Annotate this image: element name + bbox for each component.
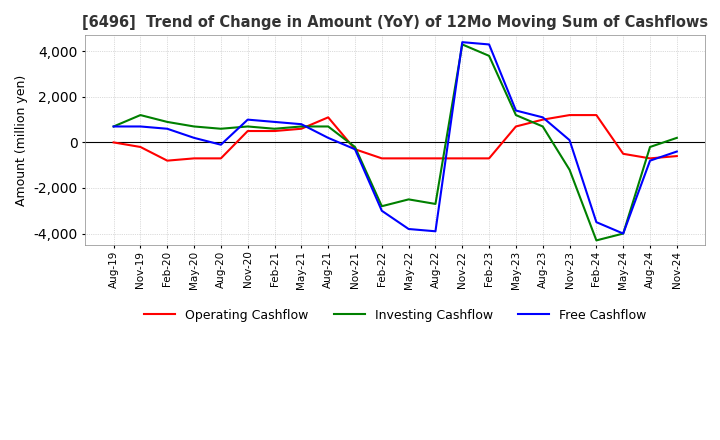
Operating Cashflow	[458, 156, 467, 161]
Operating Cashflow	[163, 158, 171, 163]
Investing Cashflow	[270, 126, 279, 132]
Free Cashflow	[163, 126, 171, 132]
Operating Cashflow	[619, 151, 628, 157]
Investing Cashflow	[672, 135, 681, 140]
Free Cashflow	[592, 220, 600, 225]
Free Cashflow	[619, 231, 628, 236]
Operating Cashflow	[136, 144, 145, 150]
Line: Operating Cashflow: Operating Cashflow	[114, 115, 677, 161]
Free Cashflow	[324, 135, 333, 140]
Free Cashflow	[646, 158, 654, 163]
Investing Cashflow	[539, 124, 547, 129]
Free Cashflow	[351, 147, 359, 152]
Operating Cashflow	[297, 126, 306, 132]
Operating Cashflow	[270, 128, 279, 134]
Free Cashflow	[217, 142, 225, 147]
Investing Cashflow	[405, 197, 413, 202]
Investing Cashflow	[136, 113, 145, 118]
Operating Cashflow	[431, 156, 440, 161]
Investing Cashflow	[351, 144, 359, 150]
Investing Cashflow	[163, 119, 171, 125]
Investing Cashflow	[377, 204, 386, 209]
Investing Cashflow	[190, 124, 199, 129]
Operating Cashflow	[324, 115, 333, 120]
Operating Cashflow	[485, 156, 493, 161]
Operating Cashflow	[405, 156, 413, 161]
Title: [6496]  Trend of Change in Amount (YoY) of 12Mo Moving Sum of Cashflows: [6496] Trend of Change in Amount (YoY) o…	[82, 15, 708, 30]
Investing Cashflow	[592, 238, 600, 243]
Free Cashflow	[458, 40, 467, 45]
Operating Cashflow	[190, 156, 199, 161]
Investing Cashflow	[458, 42, 467, 47]
Investing Cashflow	[109, 124, 118, 129]
Investing Cashflow	[565, 167, 574, 172]
Investing Cashflow	[431, 202, 440, 207]
Free Cashflow	[190, 135, 199, 140]
Investing Cashflow	[324, 124, 333, 129]
Free Cashflow	[565, 138, 574, 143]
Operating Cashflow	[377, 156, 386, 161]
Free Cashflow	[136, 124, 145, 129]
Investing Cashflow	[217, 126, 225, 132]
Investing Cashflow	[297, 124, 306, 129]
Operating Cashflow	[109, 140, 118, 145]
Free Cashflow	[243, 117, 252, 122]
Y-axis label: Amount (million yen): Amount (million yen)	[15, 74, 28, 206]
Investing Cashflow	[485, 53, 493, 59]
Operating Cashflow	[243, 128, 252, 134]
Operating Cashflow	[646, 156, 654, 161]
Operating Cashflow	[351, 147, 359, 152]
Free Cashflow	[672, 149, 681, 154]
Free Cashflow	[270, 119, 279, 125]
Line: Investing Cashflow: Investing Cashflow	[114, 44, 677, 240]
Free Cashflow	[297, 121, 306, 127]
Investing Cashflow	[243, 124, 252, 129]
Investing Cashflow	[512, 113, 521, 118]
Operating Cashflow	[672, 154, 681, 159]
Operating Cashflow	[539, 117, 547, 122]
Operating Cashflow	[565, 113, 574, 118]
Free Cashflow	[431, 229, 440, 234]
Operating Cashflow	[217, 156, 225, 161]
Operating Cashflow	[592, 113, 600, 118]
Free Cashflow	[512, 108, 521, 113]
Free Cashflow	[539, 115, 547, 120]
Line: Free Cashflow: Free Cashflow	[114, 42, 677, 234]
Free Cashflow	[405, 226, 413, 231]
Free Cashflow	[377, 208, 386, 213]
Free Cashflow	[485, 42, 493, 47]
Legend: Operating Cashflow, Investing Cashflow, Free Cashflow: Operating Cashflow, Investing Cashflow, …	[139, 304, 652, 327]
Operating Cashflow	[512, 124, 521, 129]
Investing Cashflow	[619, 231, 628, 236]
Investing Cashflow	[646, 144, 654, 150]
Free Cashflow	[109, 124, 118, 129]
